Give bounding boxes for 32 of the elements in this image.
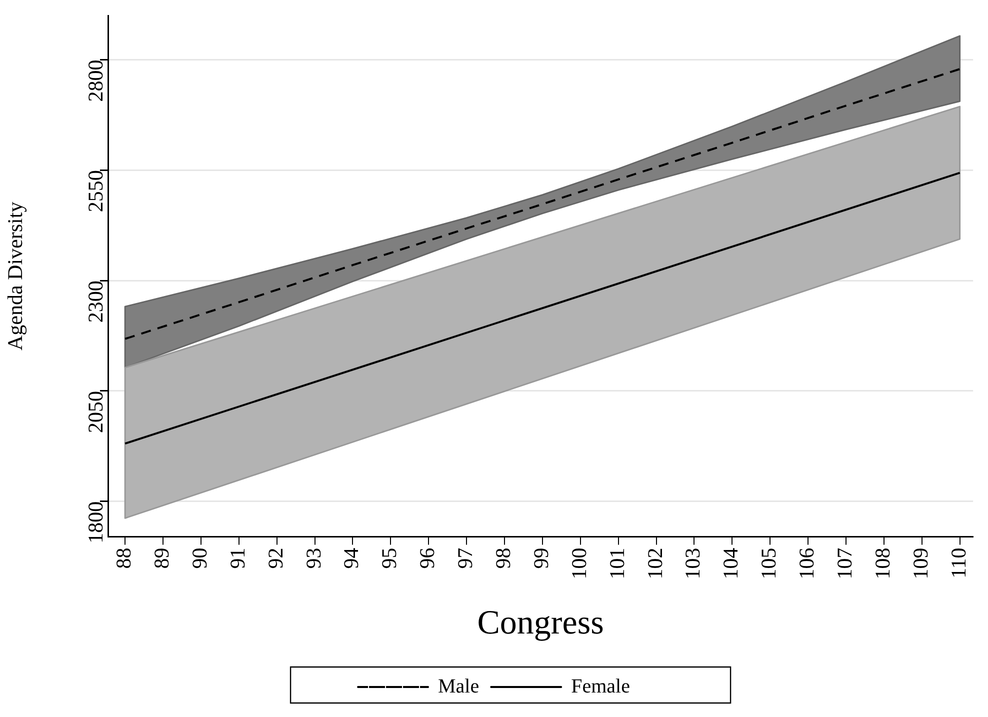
x-tick-label: 91 bbox=[225, 548, 250, 569]
x-tick-label: 92 bbox=[263, 548, 288, 569]
x-tick-label: 101 bbox=[604, 548, 629, 580]
x-tick-label: 106 bbox=[794, 548, 819, 580]
x-tick-label: 89 bbox=[150, 548, 174, 569]
x-tick-label: 108 bbox=[870, 548, 894, 580]
x-tick-label: 96 bbox=[415, 548, 440, 569]
legend-label: Female bbox=[571, 675, 630, 698]
x-tick-label: 107 bbox=[832, 548, 856, 580]
y-tick-label: 2550 bbox=[84, 170, 108, 212]
x-tick-label: 98 bbox=[491, 548, 516, 569]
y-axis-title: Agenda Diversity bbox=[3, 201, 28, 351]
x-tick-label: 99 bbox=[528, 548, 553, 569]
x-axis-title: Congress bbox=[477, 604, 604, 642]
x-tick-label: 90 bbox=[187, 548, 212, 569]
x-tick-label: 100 bbox=[566, 548, 591, 580]
y-tick-label: 2300 bbox=[84, 280, 108, 323]
x-tick-label: 102 bbox=[642, 548, 667, 580]
x-tick-label: 109 bbox=[908, 548, 932, 580]
legend-label: Male bbox=[438, 675, 480, 698]
x-tick-label: 93 bbox=[301, 548, 326, 569]
x-tick-label: 103 bbox=[680, 548, 705, 580]
x-tick-label: 97 bbox=[453, 548, 478, 569]
y-tick-label: 2050 bbox=[84, 390, 108, 433]
x-tick-label: 105 bbox=[756, 548, 781, 580]
x-tick-label: 110 bbox=[946, 548, 970, 578]
y-tick-label: 1800 bbox=[84, 501, 108, 544]
y-tick-label: 2800 bbox=[84, 60, 108, 102]
x-tick-label: 88 bbox=[112, 548, 136, 569]
x-tick-label: 104 bbox=[718, 547, 743, 580]
x-tick-label: 95 bbox=[377, 548, 402, 569]
x-tick-label: 94 bbox=[339, 547, 364, 569]
